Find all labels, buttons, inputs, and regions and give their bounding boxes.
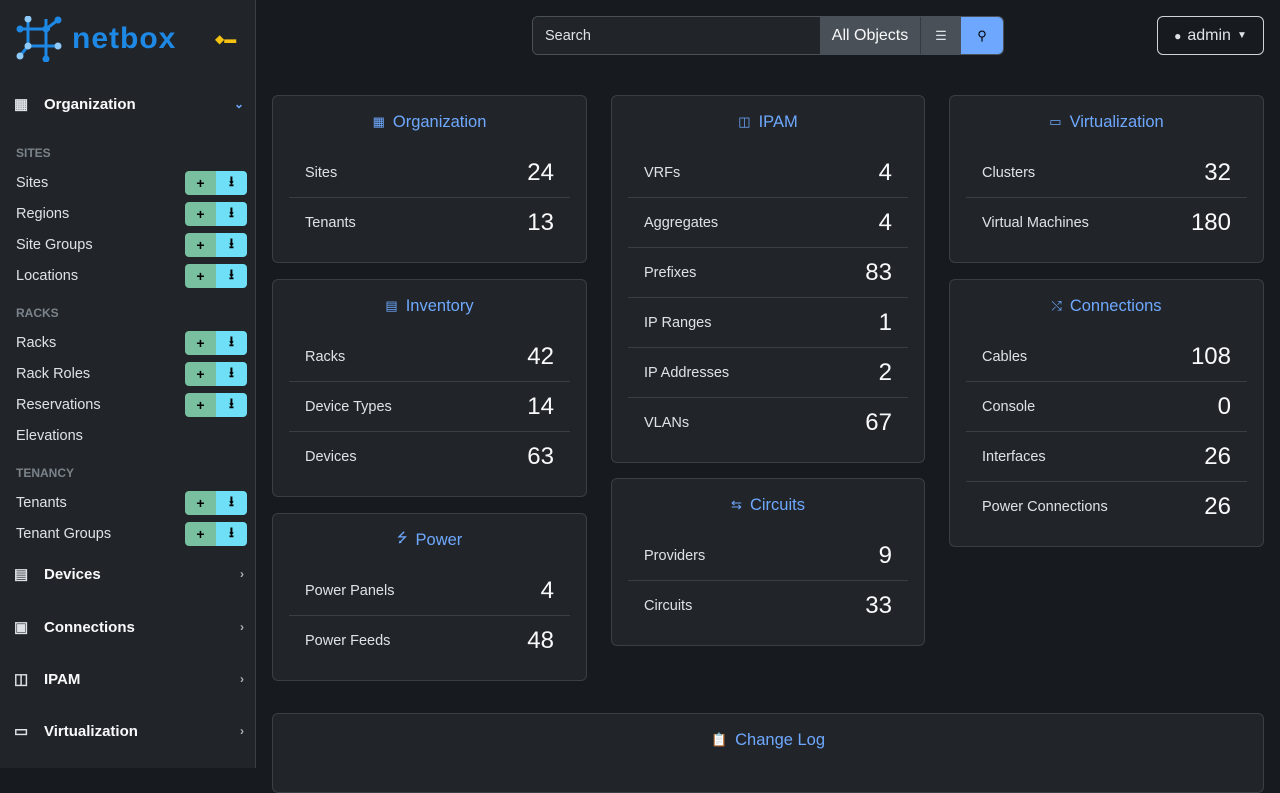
search-button[interactable]: ⚲ bbox=[961, 17, 1003, 54]
import-button[interactable]: ⭳ bbox=[216, 233, 247, 257]
section-heading: RACKS bbox=[16, 306, 59, 320]
search-scope-dropdown[interactable]: All Objects bbox=[820, 17, 921, 54]
import-button[interactable]: ⭳ bbox=[216, 491, 247, 515]
card-organization: ▦ Organization Sites 24 Tenants 13 bbox=[272, 95, 587, 263]
stat-row[interactable]: Power Panels 4 bbox=[289, 566, 570, 616]
sidebar-item[interactable]: Locations + ⭳ bbox=[16, 264, 247, 288]
import-button[interactable]: ⭳ bbox=[216, 331, 247, 355]
stat-row[interactable]: Sites 24 bbox=[289, 148, 570, 198]
section-heading: TENANCY bbox=[16, 466, 75, 480]
chevron-down-icon: ⌄ bbox=[233, 97, 244, 111]
add-button[interactable]: + bbox=[185, 264, 216, 288]
import-button[interactable]: ⭳ bbox=[216, 362, 247, 386]
chevron-right-icon: › bbox=[240, 672, 244, 686]
netbox-logo[interactable]: netbox bbox=[16, 16, 176, 62]
stat-row[interactable]: Prefixes 83 bbox=[628, 248, 908, 298]
cable-icon: ⤭ bbox=[1051, 298, 1062, 313]
sidebar: netbox ◆▬ ▦ Organization ⌄ SITES Sites + ⭳ Regi… bbox=[0, 0, 256, 768]
ipam-icon: ◫ bbox=[738, 114, 751, 129]
search-icon: ⚲ bbox=[977, 27, 987, 43]
monitor-icon: ▭ bbox=[1049, 114, 1062, 129]
stat-row[interactable]: Racks 42 bbox=[289, 332, 570, 382]
menu-devices[interactable]: ▤ Devices › bbox=[14, 565, 244, 584]
add-button[interactable]: + bbox=[185, 491, 216, 515]
stat-row[interactable]: Providers 9 bbox=[628, 531, 908, 581]
ipam-icon: ◫ bbox=[14, 671, 29, 688]
clipboard-icon: 📋 bbox=[710, 732, 728, 747]
menu-connections[interactable]: ▣ Connections › bbox=[14, 618, 244, 637]
stat-row[interactable]: Device Types 14 bbox=[289, 382, 570, 432]
card-inventory: ▤ Inventory Racks 42 Device Types 14 Devices 63 bbox=[272, 279, 587, 497]
card-connections: ⤭ Connections Cables 108 Console 0 Interfaces 2… bbox=[949, 279, 1264, 547]
search-bar: All Objects ☰ ⚲ bbox=[532, 16, 1004, 55]
card-ipam: ◫ IPAM VRFs 4 Aggregates 4 Prefixes 83 IP Ranges… bbox=[611, 95, 925, 463]
stat-row[interactable]: Interfaces 26 bbox=[966, 432, 1247, 482]
user-menu-button[interactable]: ● admin ▼ bbox=[1157, 16, 1264, 55]
menu-ipam[interactable]: ◫ IPAM › bbox=[14, 670, 244, 689]
stat-row[interactable]: IP Ranges 1 bbox=[628, 298, 908, 348]
import-button[interactable]: ⭳ bbox=[216, 171, 247, 195]
stat-row[interactable]: IP Addresses 2 bbox=[628, 348, 908, 398]
ethernet-icon: ▣ bbox=[14, 619, 29, 636]
monitor-icon: ▭ bbox=[14, 723, 29, 740]
import-button[interactable]: ⭳ bbox=[216, 264, 247, 288]
menu-virtualization[interactable]: ▭ Virtualization › bbox=[14, 722, 244, 741]
stat-row[interactable]: Power Feeds 48 bbox=[305, 627, 554, 654]
card-changelog: 📋 Change Log bbox=[272, 713, 1264, 793]
add-button[interactable]: + bbox=[185, 331, 216, 355]
sidebar-item[interactable]: Site Groups + ⭳ bbox=[16, 233, 247, 257]
sidebar-item[interactable]: Reservations + ⭳ bbox=[16, 393, 247, 417]
card-virtualization: ▭ Virtualization Clusters 32 Virtual Machine… bbox=[949, 95, 1264, 263]
stat-row[interactable]: Tenants 13 bbox=[305, 209, 554, 236]
pin-icon[interactable]: ◆▬ bbox=[215, 32, 237, 46]
card-circuits: ⇆ Circuits Providers 9 Circuits 33 bbox=[611, 478, 925, 646]
filter-icon[interactable]: ☰ bbox=[921, 17, 961, 54]
add-button[interactable]: + bbox=[185, 362, 216, 386]
sidebar-item[interactable]: Sites + ⭳ bbox=[16, 171, 247, 195]
sidebar-item[interactable]: Elevations bbox=[16, 428, 83, 444]
server-icon: ▤ bbox=[385, 298, 398, 313]
search-input[interactable] bbox=[533, 17, 820, 54]
sidebar-item[interactable]: Racks + ⭳ bbox=[16, 331, 247, 355]
add-button[interactable]: + bbox=[185, 171, 216, 195]
menu-organization[interactable]: ▦ Organization ⌄ bbox=[14, 95, 244, 114]
add-button[interactable]: + bbox=[185, 393, 216, 417]
add-button[interactable]: + bbox=[185, 522, 216, 546]
chevron-right-icon: › bbox=[240, 620, 244, 634]
building-icon: ▦ bbox=[14, 96, 29, 113]
import-button[interactable]: ⭳ bbox=[216, 393, 247, 417]
circuit-icon: ⇆ bbox=[731, 497, 742, 512]
chevron-right-icon: › bbox=[240, 567, 244, 581]
stat-row[interactable]: Cables 108 bbox=[966, 332, 1247, 382]
logo-icon bbox=[16, 16, 62, 62]
sidebar-item[interactable]: Rack Roles + ⭳ bbox=[16, 362, 247, 386]
stat-row[interactable]: Virtual Machines 180 bbox=[982, 209, 1231, 236]
server-icon: ▤ bbox=[14, 566, 29, 583]
building-icon: ▦ bbox=[372, 114, 385, 129]
stat-row[interactable]: Circuits 33 bbox=[644, 592, 892, 619]
sidebar-item[interactable]: Regions + ⭳ bbox=[16, 202, 247, 226]
stat-row[interactable]: Power Connections 26 bbox=[982, 493, 1231, 520]
add-button[interactable]: + bbox=[185, 233, 216, 257]
stat-row[interactable]: Console 0 bbox=[966, 382, 1247, 432]
sidebar-item[interactable]: Tenants + ⭳ bbox=[16, 491, 247, 515]
add-button[interactable]: + bbox=[185, 202, 216, 226]
stat-row[interactable]: Clusters 32 bbox=[966, 148, 1247, 198]
stat-row[interactable]: Devices 63 bbox=[305, 443, 554, 470]
import-button[interactable]: ⭳ bbox=[216, 202, 247, 226]
user-icon: ● bbox=[1174, 28, 1182, 43]
chevron-right-icon: › bbox=[240, 724, 244, 738]
caret-down-icon: ▼ bbox=[1236, 30, 1247, 41]
stat-row[interactable]: Aggregates 4 bbox=[628, 198, 908, 248]
bolt-icon: ⭍ bbox=[396, 530, 408, 545]
stat-row[interactable]: VRFs 4 bbox=[628, 148, 908, 198]
section-heading: SITES bbox=[16, 146, 51, 160]
import-button[interactable]: ⭳ bbox=[216, 522, 247, 546]
sidebar-item[interactable]: Tenant Groups + ⭳ bbox=[16, 522, 247, 546]
card-power: ⭍ Power Power Panels 4 Power Feeds 48 bbox=[272, 513, 587, 681]
stat-row[interactable]: VLANs 67 bbox=[644, 409, 892, 436]
